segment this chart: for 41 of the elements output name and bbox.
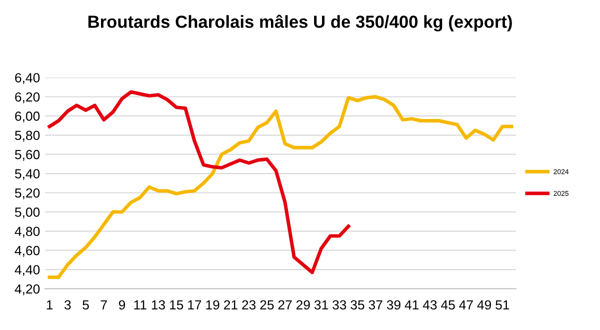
x-tick-label: 5 — [82, 300, 89, 310]
x-tick-label: 27 — [278, 300, 292, 310]
y-tick-label: 5,00 — [14, 208, 40, 218]
x-tick-label: 15 — [170, 300, 184, 310]
x-tick-label: 25 — [260, 300, 274, 310]
y-tick-label: 4,60 — [14, 246, 40, 257]
x-tick-label: 9 — [118, 300, 126, 310]
x-tick-label: 39 — [386, 300, 400, 310]
x-tick-label: 21 — [224, 300, 238, 310]
x-tick-label: 29 — [296, 300, 310, 310]
x-tick-label: 17 — [188, 300, 202, 310]
x-tick-label: 11 — [134, 300, 146, 310]
x-tick-label: 47 — [459, 300, 473, 310]
x-tick-label: 45 — [441, 300, 455, 310]
y-tick-label: 6,40 — [15, 73, 40, 84]
y-tick-label: 4,40 — [14, 265, 40, 276]
y-tick-label: 5,60 — [14, 150, 40, 161]
line-series — [48, 95, 514, 279]
x-tick-label: 7 — [100, 300, 107, 310]
x-tick-label: 3 — [64, 300, 71, 310]
x-tick-label: 31 — [314, 300, 328, 310]
x-tick-label: 1 — [46, 300, 53, 310]
y-tick-label: 5,80 — [14, 130, 40, 142]
x-tick-label: 13 — [152, 300, 165, 310]
x-tick-label: 41 — [404, 300, 419, 310]
x-tick-label: 49 — [477, 300, 492, 310]
y-tick-label: 4,20 — [14, 284, 40, 296]
y-tick-label: 6,20 — [15, 92, 40, 104]
x-tick-label: 51 — [496, 300, 510, 310]
line-series — [48, 90, 350, 274]
y-tick-label: 5,20 — [14, 188, 40, 200]
y-tick-label: 5,40 — [14, 169, 40, 180]
x-tick-label: 33 — [332, 300, 346, 310]
x-tick-label: 35 — [350, 300, 364, 310]
x-tick-label: 37 — [368, 300, 382, 310]
x-tick-label: 23 — [242, 300, 256, 310]
x-tick-label: 19 — [206, 300, 220, 310]
x-tick-label: 43 — [422, 300, 437, 310]
y-tick-label: 6,00 — [15, 112, 40, 122]
y-tick-label: 4,80 — [14, 226, 40, 238]
chart-title: Broutards Charolais mâles U de 350/400 kg (export) — [88, 14, 512, 32]
